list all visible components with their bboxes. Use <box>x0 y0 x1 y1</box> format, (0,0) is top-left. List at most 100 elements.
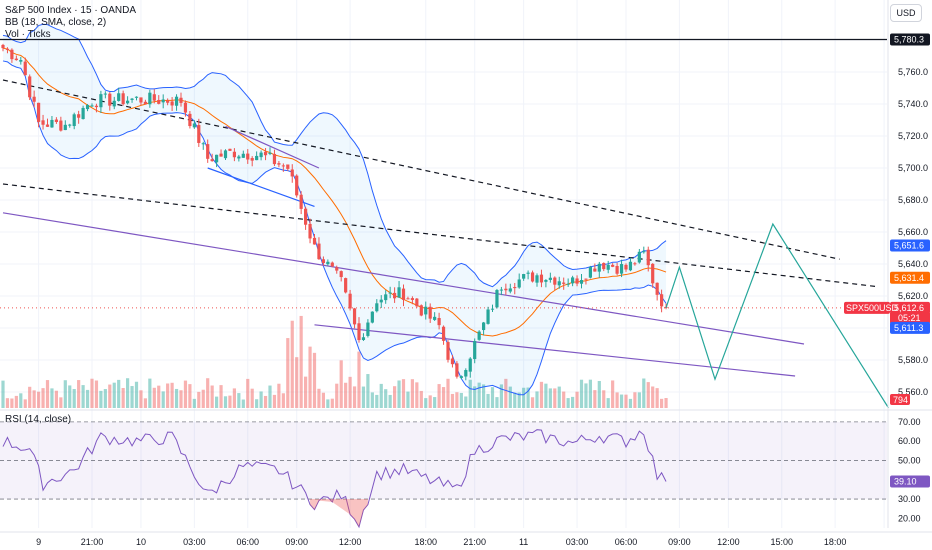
volume-bar <box>126 378 130 408</box>
price-tags: 5,780.3 5,651.6 5,631.4 5,612.605:215,611.3… <box>844 33 930 488</box>
projection-line <box>665 222 890 409</box>
candle-body <box>223 150 228 159</box>
candle-body <box>77 114 81 118</box>
volume-bar <box>513 392 517 408</box>
countdown-label: 05:21 <box>898 313 921 323</box>
volume-bar <box>575 391 579 408</box>
bollinger-fill <box>3 24 667 395</box>
volume-bar <box>628 398 633 408</box>
candle-body <box>593 268 597 272</box>
time-tick-label: 10 <box>136 537 146 547</box>
candle-body <box>206 144 210 159</box>
volume-bar <box>544 383 548 408</box>
volume-bar <box>37 391 41 408</box>
volume-bar <box>215 396 219 408</box>
resistance-price-tag: 5,780.3 <box>894 35 924 45</box>
time-tick-label: 09:00 <box>668 537 691 547</box>
candle-body <box>32 96 36 102</box>
candle-body <box>219 153 223 157</box>
candle-body <box>597 263 601 272</box>
candle-body <box>628 261 633 271</box>
rsi-legend[interactable]: RSI (14, close) <box>5 414 72 425</box>
volume-bar <box>611 380 615 408</box>
volume-bar <box>473 386 477 408</box>
volume-bar <box>441 387 446 408</box>
volume-bar <box>183 380 188 408</box>
volume-bar <box>419 390 423 408</box>
time-axis[interactable]: 9 21:00 10 03:00 06:00 09:00 12:00 18:00 21:00 11… <box>0 531 932 547</box>
volume-bar <box>237 393 241 408</box>
candle-body <box>326 261 330 265</box>
candle-body <box>45 124 50 127</box>
volume-bar <box>446 378 450 408</box>
volume-bar <box>143 398 147 408</box>
candle-body <box>255 155 259 161</box>
candle-body <box>477 331 481 340</box>
volume-bar <box>54 390 58 408</box>
candle-body <box>548 277 552 280</box>
candle-body <box>228 148 232 151</box>
candle-body <box>441 326 446 341</box>
candle-body <box>112 100 116 107</box>
candle-body <box>375 303 379 312</box>
volume-bar <box>219 385 223 408</box>
volume-bar <box>228 395 232 408</box>
candle-body <box>406 298 410 300</box>
candle-body <box>174 96 179 106</box>
trend-lines[interactable] <box>0 38 887 377</box>
volume-bar <box>268 385 272 408</box>
volume-bar <box>174 388 179 408</box>
volume-bar <box>170 382 174 408</box>
flag-upper-line <box>225 125 320 169</box>
volume-bar <box>433 397 437 408</box>
volume-bars <box>1 315 668 408</box>
candle-body <box>108 93 112 106</box>
volume-bar <box>526 387 530 408</box>
volume-legend[interactable]: Vol · Ticks <box>5 29 51 40</box>
candle-body <box>486 309 490 324</box>
candle-body <box>495 290 499 308</box>
bollinger-bands <box>2 23 667 396</box>
volume-bar <box>134 381 139 408</box>
price-axis[interactable]: 5,560.05,580.05,600.05,620.05,640.05,660… <box>887 0 928 528</box>
volume-bar <box>68 385 72 408</box>
channel-lower-line <box>314 324 796 377</box>
candle-body <box>348 293 352 309</box>
projection-path[interactable] <box>665 222 890 409</box>
time-tick-label: 21:00 <box>81 537 104 547</box>
candle-body <box>41 120 45 125</box>
volume-bar <box>14 395 18 408</box>
rsi-oversold-fill <box>310 499 368 527</box>
candle-body <box>263 151 268 156</box>
candle-body <box>566 283 570 285</box>
candle-body <box>37 102 41 122</box>
candle-body <box>170 101 174 106</box>
volume-bar <box>41 388 45 408</box>
flag-lower-line <box>207 167 315 207</box>
currency-button[interactable]: USD <box>890 4 922 22</box>
candle-body <box>94 105 99 108</box>
candle-body <box>571 277 575 284</box>
volume-bar <box>246 378 250 408</box>
volume-bar <box>384 389 388 408</box>
volume-bar <box>624 394 628 408</box>
candle-body <box>210 159 214 162</box>
volume-bar <box>201 389 205 408</box>
candle-body <box>19 60 23 62</box>
volume-bar <box>393 386 397 408</box>
candle-body <box>312 237 317 245</box>
volume-bar <box>344 382 348 408</box>
bollinger-legend[interactable]: BB (18, SMA, close, 2) <box>5 17 107 28</box>
volume-bar <box>588 379 592 408</box>
candle-body <box>401 288 406 300</box>
candle-body <box>633 263 637 265</box>
candle-body <box>499 289 503 291</box>
volume-bar <box>517 392 521 408</box>
candle-body <box>179 97 183 103</box>
volume-bar <box>112 382 116 408</box>
volume-bar <box>557 386 561 408</box>
volume-bar <box>535 391 539 408</box>
time-tick-label: 06:00 <box>615 537 638 547</box>
candle-body <box>393 292 397 299</box>
